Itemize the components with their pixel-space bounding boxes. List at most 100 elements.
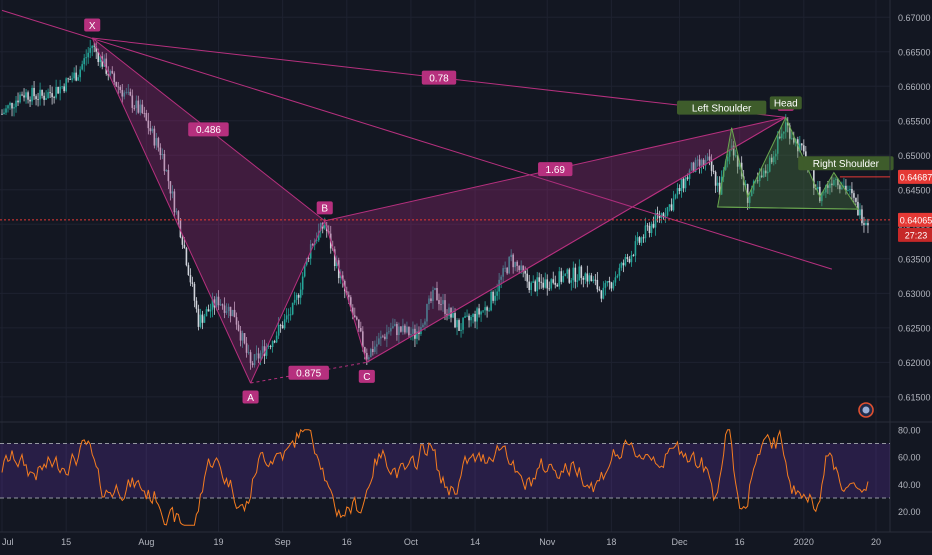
candle-body bbox=[582, 277, 585, 280]
ratio-label-bg bbox=[421, 70, 457, 85]
candle-body bbox=[193, 283, 196, 301]
right-shoulder-label-bg bbox=[798, 156, 894, 171]
pattern-point-x[interactable]: X bbox=[84, 18, 101, 32]
candle-body bbox=[221, 304, 224, 306]
candle-body bbox=[526, 273, 528, 282]
candle-body bbox=[247, 352, 250, 354]
pattern-point-a[interactable]: A bbox=[242, 390, 259, 404]
price-tag-countdown[interactable]: 27:23 bbox=[898, 227, 932, 242]
candle-body bbox=[734, 155, 737, 157]
ratio-label[interactable]: 0.78 bbox=[421, 70, 457, 85]
candle-body bbox=[412, 328, 414, 334]
candle-body bbox=[295, 295, 298, 300]
candle-body bbox=[452, 313, 454, 318]
candle-body bbox=[235, 317, 238, 325]
candle-body bbox=[496, 291, 498, 296]
candle-body bbox=[67, 78, 69, 80]
candle-body bbox=[358, 319, 360, 329]
candle-body bbox=[263, 346, 266, 356]
time-axis[interactable]: Jul 15 Aug 19 Sep 16 Oct 14 Nov 18 Dec 16 2020 20 bbox=[0, 531, 932, 547]
candle-body bbox=[143, 113, 146, 114]
candle-body bbox=[606, 280, 609, 284]
candle-body bbox=[37, 99, 39, 100]
candle-body bbox=[145, 113, 148, 121]
candle-body bbox=[564, 273, 567, 276]
pattern-point-b[interactable]: B bbox=[316, 201, 333, 215]
candle-body bbox=[319, 223, 322, 231]
candle-body bbox=[219, 304, 222, 306]
candle-body bbox=[225, 311, 228, 313]
harmonic-pattern[interactable] bbox=[1, 9, 833, 384]
time-tick-label: Jul bbox=[2, 537, 14, 547]
harmonic-triangle-bcd bbox=[324, 117, 786, 363]
candle-body bbox=[708, 156, 711, 161]
candle-body bbox=[482, 310, 484, 312]
grid-layer bbox=[0, 0, 890, 532]
candle-body bbox=[664, 215, 667, 218]
trendline[interactable] bbox=[1, 9, 833, 270]
candle-body bbox=[692, 162, 695, 172]
candle-body bbox=[466, 315, 468, 317]
right-shoulder-label[interactable]: Right Shoulder bbox=[798, 156, 894, 171]
candle-body bbox=[23, 95, 25, 98]
rsi-panel[interactable]: 80.00 60.00 40.00 20.00 bbox=[0, 421, 932, 526]
head-label[interactable]: Head bbox=[769, 96, 802, 110]
candle-body bbox=[155, 138, 158, 146]
candle-body bbox=[283, 319, 286, 329]
pattern-point-c[interactable]: C bbox=[358, 369, 375, 383]
pattern-point-x-bg bbox=[84, 18, 101, 32]
candle-body bbox=[434, 288, 436, 290]
candle-body bbox=[770, 157, 773, 163]
candle-body bbox=[43, 95, 45, 100]
candle-body bbox=[710, 160, 713, 171]
candle-body bbox=[448, 307, 450, 316]
candle-body bbox=[474, 313, 476, 322]
price-tag-last[interactable]: 0.64065 bbox=[898, 212, 932, 227]
candle-body bbox=[121, 90, 124, 97]
candle-body bbox=[203, 316, 206, 323]
time-tick-label: Nov bbox=[539, 537, 556, 547]
candle-body bbox=[776, 136, 779, 154]
price-tag-level[interactable]: 0.64687 bbox=[898, 169, 932, 184]
price-tick-label: 0.67000 bbox=[898, 13, 931, 23]
ratio-label[interactable]: 0.875 bbox=[288, 365, 329, 380]
candle-body bbox=[217, 296, 220, 306]
candle-body bbox=[500, 276, 502, 280]
ratio-label[interactable]: 0.486 bbox=[188, 122, 229, 137]
harmonic-leg-XA bbox=[91, 37, 252, 384]
price-tick-label: 0.66500 bbox=[898, 47, 931, 57]
candle-body bbox=[616, 275, 619, 278]
globe-icon-group[interactable] bbox=[858, 402, 874, 418]
candle-body bbox=[257, 353, 260, 359]
candle-body bbox=[520, 265, 522, 271]
candle-body bbox=[696, 159, 699, 161]
candle-body bbox=[73, 72, 75, 79]
candle-body bbox=[480, 311, 482, 315]
ratio-label[interactable]: 1.69 bbox=[538, 162, 573, 177]
candle-body bbox=[528, 281, 530, 290]
left-shoulder-label[interactable]: Left Shoulder bbox=[677, 100, 767, 115]
candle-body bbox=[468, 315, 470, 321]
candle-body bbox=[662, 213, 665, 218]
candle-body bbox=[542, 282, 545, 288]
candle-body bbox=[512, 254, 514, 268]
candle-body bbox=[704, 160, 707, 166]
candle-body bbox=[444, 300, 446, 314]
candle-body bbox=[267, 346, 270, 347]
candle-body bbox=[275, 335, 278, 343]
candle-body bbox=[628, 258, 631, 263]
candle-body bbox=[700, 159, 703, 166]
candle-body bbox=[510, 254, 512, 258]
candle-body bbox=[253, 354, 256, 366]
candle-body bbox=[686, 177, 689, 179]
candle-body bbox=[484, 307, 486, 311]
candle-body bbox=[632, 255, 635, 257]
harmonic-leg-BC bbox=[324, 220, 368, 363]
candle-body bbox=[388, 331, 390, 333]
candle-body bbox=[478, 308, 480, 315]
candle-body bbox=[323, 225, 326, 229]
candle-body bbox=[209, 309, 212, 312]
